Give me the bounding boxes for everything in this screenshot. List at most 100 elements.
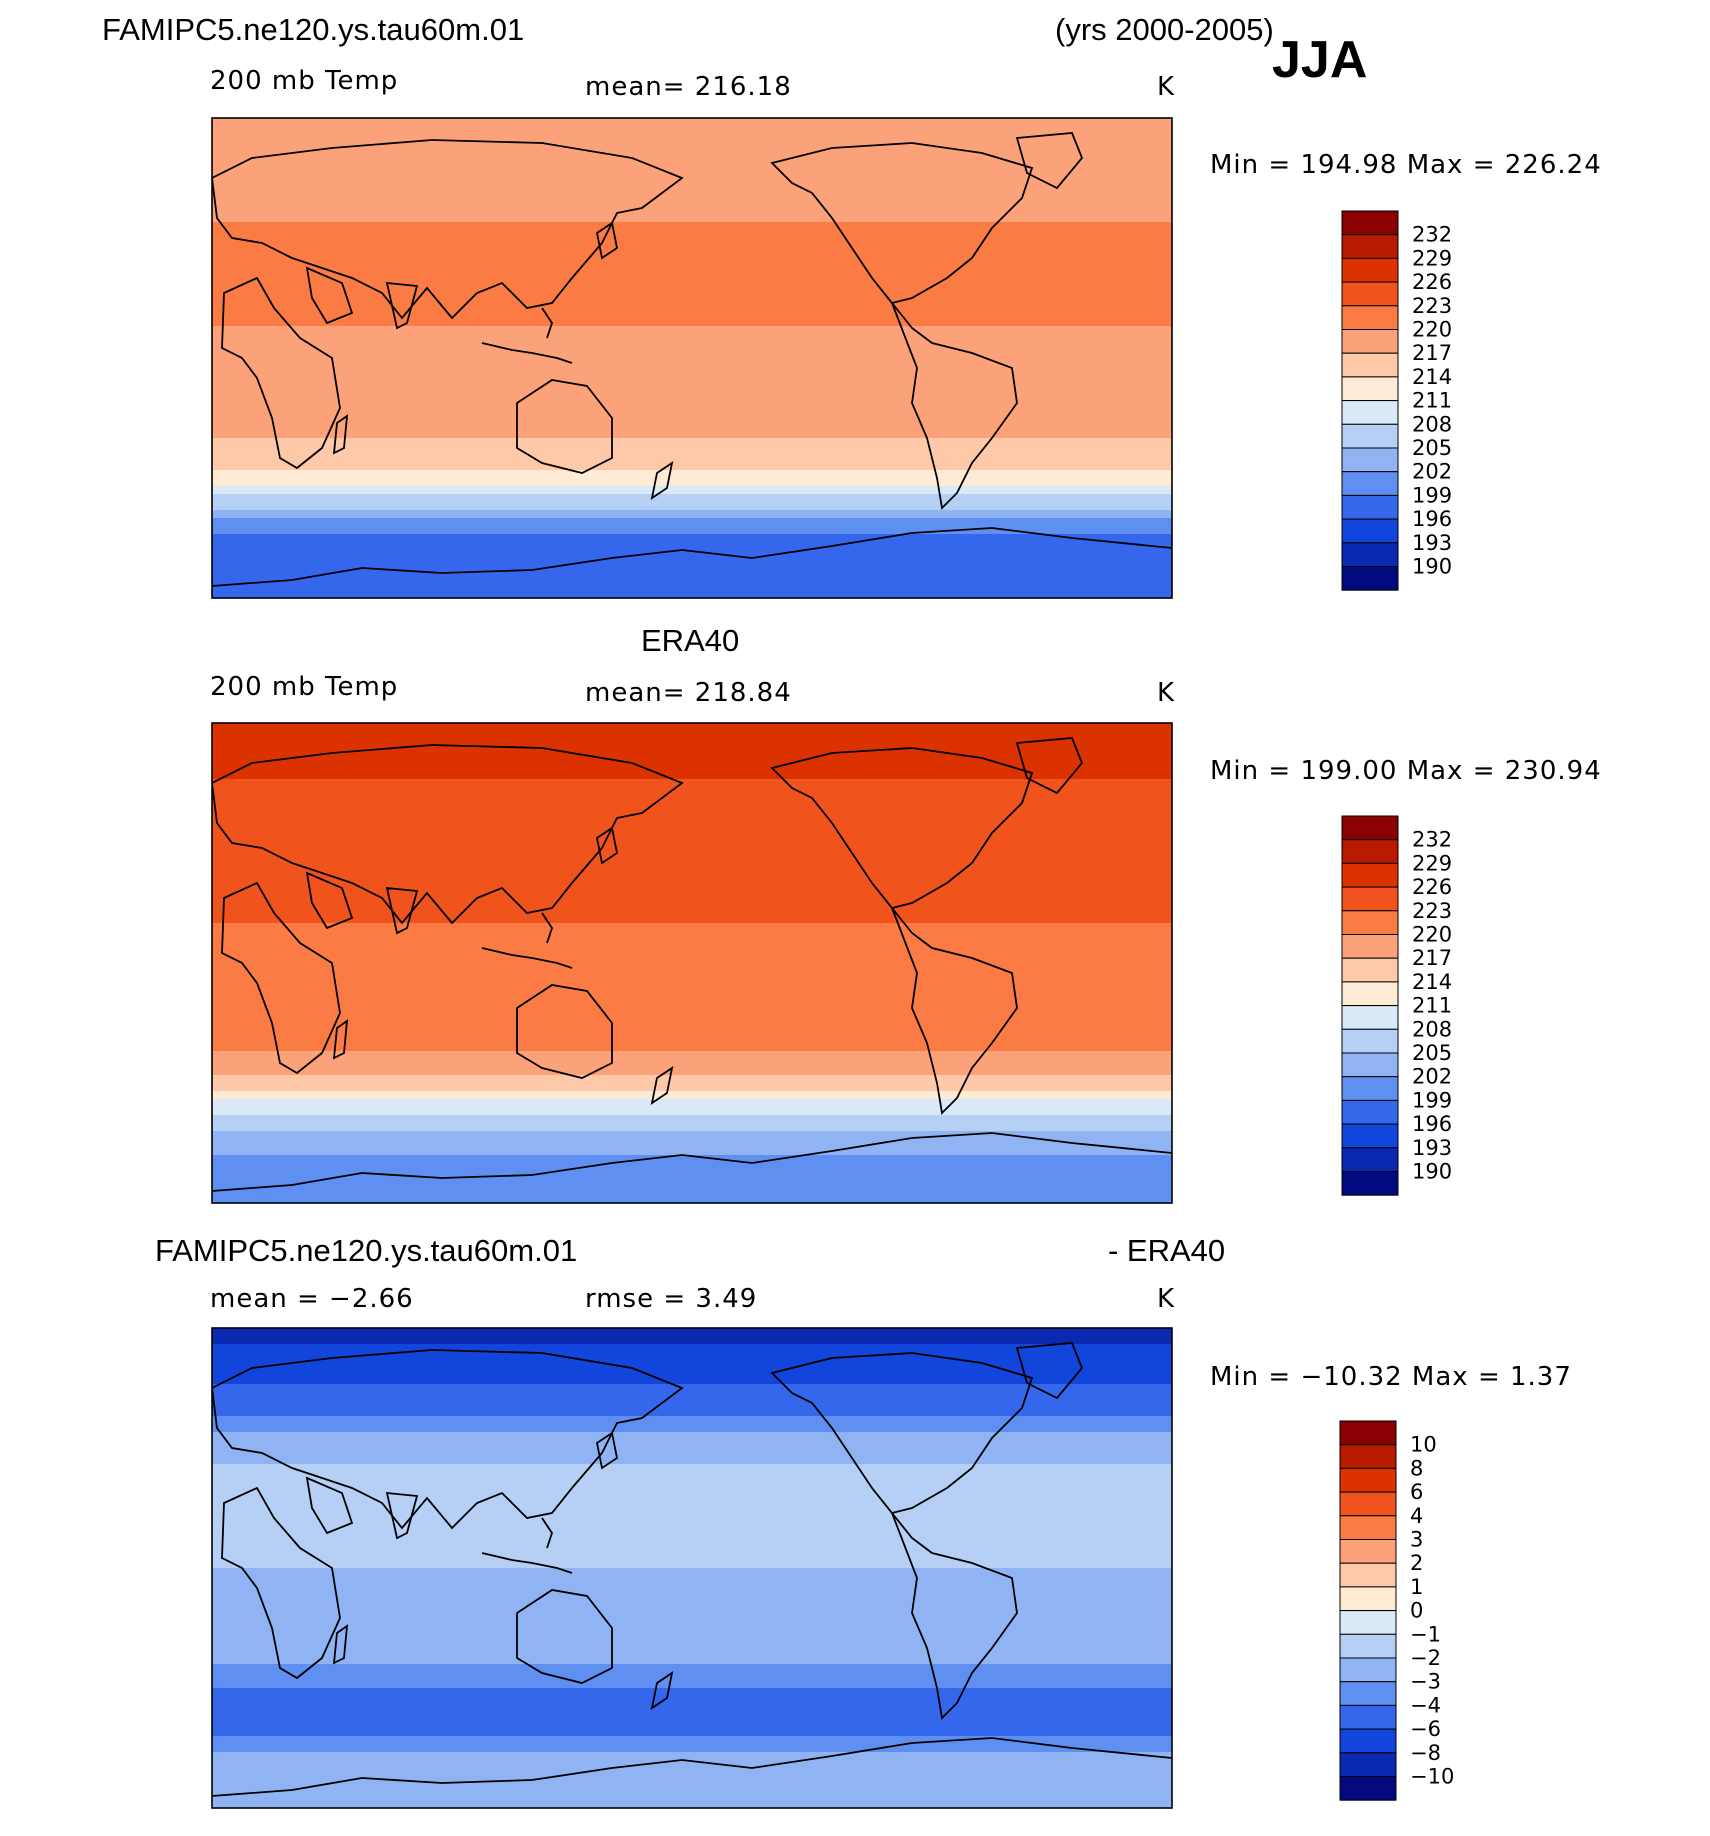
map-band [212, 582, 1172, 591]
map-band [212, 526, 1172, 535]
map-band [212, 1720, 1172, 1729]
map-band [212, 502, 1172, 511]
map-band [212, 1488, 1172, 1497]
map-band [212, 939, 1172, 948]
years-label: (yrs 2000-2005) [1055, 12, 1274, 47]
panel3-title-left: FAMIPC5.ne120.ys.tau60m.01 [155, 1233, 578, 1268]
map-band [212, 1019, 1172, 1028]
map-band [212, 1576, 1172, 1585]
colorbar-tick-label: −3 [1410, 1670, 1441, 1694]
colorbar-swatch [1339, 1704, 1397, 1730]
map-band [212, 1496, 1172, 1505]
colorbar-tick-label: 223 [1412, 899, 1452, 923]
map-band [212, 883, 1172, 892]
map-band [212, 1155, 1172, 1164]
map-band [212, 510, 1172, 519]
map-band [212, 270, 1172, 279]
case-name-title: FAMIPC5.ne120.ys.tau60m.01 [102, 12, 525, 47]
map-band [212, 1195, 1172, 1203]
colorbar-swatch [1341, 352, 1399, 378]
colorbar-swatch [1339, 1776, 1397, 1801]
map-band [212, 747, 1172, 756]
colorbar-tick-label: 205 [1412, 1041, 1452, 1065]
map-band [212, 126, 1172, 135]
map-frame-diff [211, 1327, 1173, 1809]
map-band [212, 1368, 1172, 1377]
map-band [212, 1416, 1172, 1425]
map-band [212, 462, 1172, 471]
colorbar-swatch [1341, 234, 1399, 259]
map-band [212, 518, 1172, 527]
map-panel-diff [211, 1327, 1173, 1809]
map-band [212, 1656, 1172, 1665]
map-band [212, 254, 1172, 263]
colorbar-tick-label: 229 [1412, 246, 1452, 270]
map-band [212, 1760, 1172, 1769]
colorbar-tick-label: 193 [1412, 531, 1452, 555]
map-band [212, 1027, 1172, 1036]
colorbar-swatch [1341, 329, 1399, 354]
map-band [212, 374, 1172, 383]
map-band [212, 1360, 1172, 1369]
colorbar-swatch [1341, 1123, 1399, 1149]
panel3-units: K [1157, 1284, 1176, 1314]
map-band [212, 1067, 1172, 1076]
map-band [212, 1376, 1172, 1385]
panel3-title-right: - ERA40 [1108, 1233, 1226, 1268]
map-band [212, 206, 1172, 215]
colorbar-swatch [1341, 815, 1399, 841]
map-band [212, 867, 1172, 876]
colorbar-tick-label: 1 [1410, 1575, 1423, 1599]
colorbar-swatch [1339, 1633, 1397, 1659]
map-band [212, 310, 1172, 319]
panel2-variable: 200 mb Temp [210, 672, 399, 702]
map-band [212, 286, 1172, 295]
map-band [212, 955, 1172, 964]
map-frame-model [211, 117, 1173, 599]
colorbar-swatch [1339, 1539, 1397, 1564]
map-band [212, 542, 1172, 551]
map-band [212, 278, 1172, 287]
map-band [212, 843, 1172, 852]
map-band [212, 1336, 1172, 1345]
map-band [212, 486, 1172, 495]
colorbar-swatch [1341, 981, 1399, 1007]
colorbar-tick-label: −10 [1410, 1765, 1454, 1789]
map-band [212, 1131, 1172, 1140]
map-band [212, 398, 1172, 407]
map-band [212, 1424, 1172, 1433]
map-band [212, 1560, 1172, 1569]
colorbar-swatch [1341, 281, 1399, 307]
map-band [212, 390, 1172, 399]
map-band [212, 590, 1172, 598]
map-band [212, 326, 1172, 335]
colorbar-swatch [1341, 1099, 1399, 1125]
map-band [212, 142, 1172, 151]
map-frame-obs [211, 722, 1173, 1204]
map-band [212, 1536, 1172, 1545]
colorbar-tick-label: 205 [1412, 436, 1452, 460]
map-band [212, 238, 1172, 247]
map-band [212, 1464, 1172, 1473]
map-band [212, 222, 1172, 231]
map-band [212, 1107, 1172, 1116]
colorbar-swatch [1339, 1491, 1397, 1517]
panel2-minmax: Min = 199.00 Max = 230.94 [1210, 756, 1602, 786]
colorbar-swatch [1341, 471, 1399, 496]
map-band [212, 859, 1172, 868]
map-band [212, 1624, 1172, 1633]
map-band [212, 787, 1172, 796]
panel3-minmax: Min = −10.32 Max = 1.37 [1210, 1362, 1572, 1392]
map-band [212, 1784, 1172, 1793]
colorbar-swatch [1339, 1610, 1397, 1635]
map-fill-model [212, 118, 1172, 598]
map-band [212, 1584, 1172, 1593]
map-band [212, 1704, 1172, 1713]
map-band [212, 851, 1172, 860]
colorbar-swatch [1339, 1586, 1397, 1612]
colorbar-swatch [1341, 934, 1399, 959]
colorbar-tick-label: 226 [1412, 875, 1452, 899]
colorbar-swatch [1341, 862, 1399, 888]
map-band [212, 302, 1172, 311]
